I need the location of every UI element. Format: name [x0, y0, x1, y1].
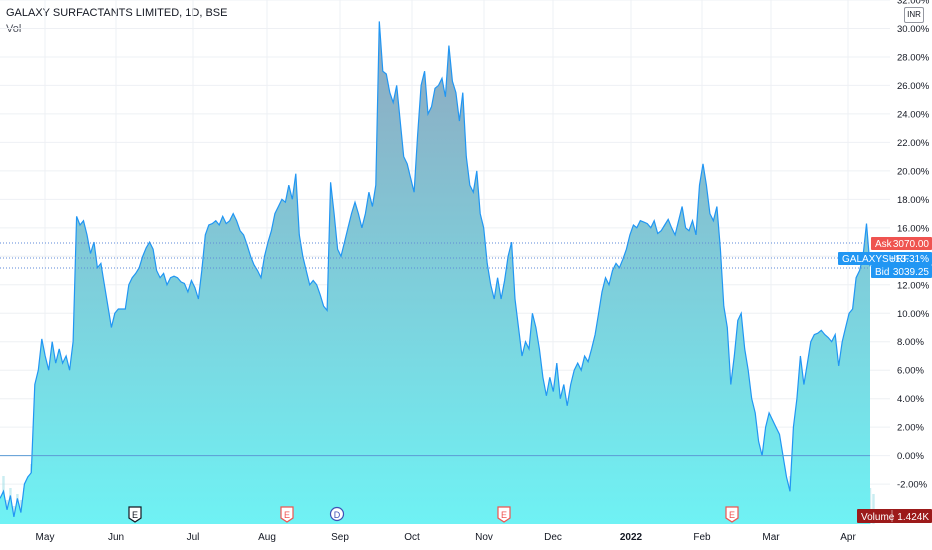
- bid-value: 3039.25: [893, 267, 930, 278]
- x-tick-label: Nov: [475, 532, 493, 543]
- x-tick-label: Oct: [404, 532, 420, 543]
- event-marker-e[interactable]: E: [128, 506, 142, 523]
- bid-tag: Bid 3039.25: [871, 265, 932, 278]
- price-area: [0, 21, 870, 525]
- y-tick-label: 12.00%: [897, 280, 930, 291]
- x-tick-label: Aug: [258, 532, 276, 543]
- event-marker-e[interactable]: E: [497, 506, 511, 523]
- y-tick-label: 28.00%: [897, 52, 930, 63]
- ask-label: Ask: [875, 239, 893, 250]
- symbol-label: GALAXYSURF: [842, 254, 909, 265]
- price-line: [0, 21, 871, 518]
- bid-label: Bid: [875, 267, 889, 278]
- y-tick-label: 8.00%: [897, 337, 924, 348]
- volume-tag-label: Volume: [861, 512, 895, 523]
- event-marker-e[interactable]: E: [280, 506, 294, 523]
- chart-title: GALAXY SURFACTANTS LIMITED, 1D, BSE: [6, 7, 228, 19]
- y-tick-label: 24.00%: [897, 109, 930, 120]
- event-marker-e[interactable]: E: [725, 506, 739, 523]
- ask-tag: Ask 3070.00: [871, 237, 932, 250]
- event-letter: E: [132, 510, 138, 520]
- symbol-tag: GALAXYSURF +13.31%: [838, 252, 932, 265]
- x-tick-label: Dec: [544, 532, 562, 543]
- y-tick-label: 30.00%: [897, 24, 930, 35]
- y-tick-label: 4.00%: [897, 394, 924, 405]
- volume-tag: Volume 1.424K: [857, 509, 932, 523]
- y-tick-label: 20.00%: [897, 166, 930, 177]
- y-tick-label: 22.00%: [897, 138, 930, 149]
- y-tick-label: 16.00%: [897, 223, 930, 234]
- symbol-value: +13.31%: [889, 254, 929, 265]
- y-tick-label: -2.00%: [897, 480, 928, 491]
- ask-value: 3070.00: [893, 239, 930, 250]
- x-axis: May Jun Jul Aug Sep Oct Nov Dec 2022 Feb Mar Apr: [36, 532, 857, 543]
- y-tick-label: 18.00%: [897, 195, 930, 206]
- x-tick-label: 2022: [620, 532, 643, 543]
- x-tick-label: Mar: [762, 532, 780, 543]
- x-tick-label: Jul: [187, 532, 200, 543]
- x-tick-label: Feb: [693, 532, 711, 543]
- y-tick-label: 0.00%: [897, 451, 924, 462]
- event-letter: E: [501, 510, 507, 520]
- event-letter: D: [334, 510, 341, 520]
- x-tick-label: Sep: [331, 532, 349, 543]
- y-tick-label: 32.00%: [897, 0, 930, 7]
- volume-legend: Vol: [6, 23, 22, 35]
- event-letter: E: [729, 510, 735, 520]
- x-tick-label: May: [36, 532, 55, 543]
- x-tick-label: Apr: [840, 532, 856, 543]
- volume-tag-value: 1.424K: [897, 512, 929, 523]
- y-axis: -4.00%-2.00%0.00%2.00%4.00%6.00%8.00%10.…: [897, 0, 930, 519]
- x-tick-label: Jun: [108, 532, 124, 543]
- y-tick-label: 10.00%: [897, 309, 930, 320]
- event-marker-d[interactable]: D: [329, 506, 345, 522]
- y-tick-label: 6.00%: [897, 366, 924, 377]
- y-tick-label: 2.00%: [897, 423, 924, 434]
- currency-badge[interactable]: INR: [904, 7, 924, 23]
- y-tick-label: 26.00%: [897, 81, 930, 92]
- event-letter: E: [284, 510, 290, 520]
